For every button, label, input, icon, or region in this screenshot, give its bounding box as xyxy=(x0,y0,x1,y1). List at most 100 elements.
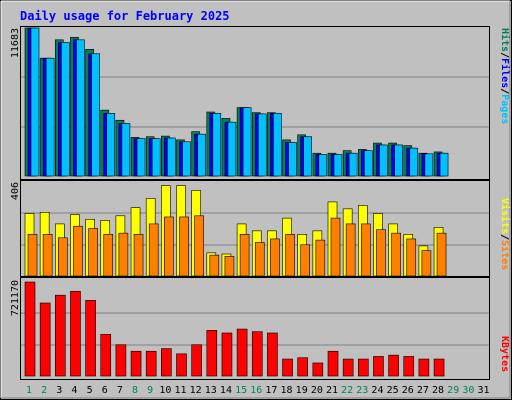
x-tick-label: 30 xyxy=(462,385,474,396)
x-tick-label: 22 xyxy=(341,385,353,396)
bar-sites-day-22 xyxy=(345,223,356,277)
x-tick-label: 7 xyxy=(117,385,123,396)
bar-kbytes-day-23 xyxy=(357,358,369,377)
x-tick-label: 8 xyxy=(132,385,138,396)
bar-sites-day-27 xyxy=(421,250,432,277)
bar-pages-day-4 xyxy=(76,39,85,177)
x-tick-label: 17 xyxy=(265,385,277,396)
bar-sites-day-5 xyxy=(88,228,98,277)
x-tick-label: 26 xyxy=(402,385,414,396)
bar-sites-day-9 xyxy=(148,223,159,277)
right-label-visits-sep: / xyxy=(499,234,510,240)
x-tick-label: 3 xyxy=(56,385,62,396)
bar-sites-day-21 xyxy=(330,217,341,277)
bar-kbytes-day-2 xyxy=(39,302,51,377)
bar-sites-day-10 xyxy=(164,216,174,277)
panel-kbytes: 721170 KBytes xyxy=(10,277,510,380)
right-label-visits: Visits/Sites xyxy=(499,198,511,270)
bar-pages-day-1 xyxy=(30,27,40,177)
right-label-kbytes: KBytes xyxy=(499,336,510,372)
bar-pages-day-12 xyxy=(197,133,206,177)
bar-pages-day-22 xyxy=(348,152,358,177)
right-label-hits-files: Files xyxy=(499,58,511,88)
x-tick-label: 2 xyxy=(41,385,47,396)
bar-pages-day-24 xyxy=(379,144,388,177)
bar-kbytes-day-12 xyxy=(191,344,202,377)
bar-kbytes-day-8 xyxy=(130,350,142,377)
x-tick-label: 28 xyxy=(432,385,444,396)
bar-sites-day-18 xyxy=(285,234,295,277)
bar-kbytes-day-22 xyxy=(342,358,354,377)
bar-kbytes-day-7 xyxy=(115,344,127,377)
bar-sites-day-3 xyxy=(57,237,68,277)
bar-kbytes-day-28 xyxy=(433,358,445,377)
ymax-label-kbytes: 721170 xyxy=(10,280,21,316)
right-label-visits-sites: Sites xyxy=(499,240,511,270)
bars-visits-sites xyxy=(21,185,489,277)
bar-sites-day-19 xyxy=(300,244,311,277)
bar-kbytes-day-17 xyxy=(267,332,278,377)
bar-kbytes-day-27 xyxy=(418,358,430,377)
right-label-hits: Hits/Files/Pages xyxy=(499,28,511,124)
bar-kbytes-day-10 xyxy=(161,348,172,377)
bar-pages-day-17 xyxy=(273,112,282,177)
bar-kbytes-day-11 xyxy=(176,353,187,377)
x-tick-label: 15 xyxy=(235,385,247,396)
bar-pages-day-8 xyxy=(136,138,146,177)
chart-title: Daily usage for February 2025 xyxy=(20,9,230,23)
bar-sites-day-15 xyxy=(239,234,250,277)
bar-pages-day-14 xyxy=(227,121,237,177)
x-tick-label: 9 xyxy=(147,385,153,396)
bar-pages-day-23 xyxy=(363,150,373,177)
bar-kbytes-day-18 xyxy=(282,358,293,377)
bar-kbytes-day-4 xyxy=(70,290,81,377)
x-tick-label: 25 xyxy=(387,385,399,396)
bar-kbytes-day-3 xyxy=(54,294,66,377)
bar-sites-day-2 xyxy=(42,234,53,277)
bar-pages-day-26 xyxy=(409,147,419,177)
right-label-hits-sep2: / xyxy=(499,52,510,58)
x-axis-labels: 1 2 3 4 5 6 7 8 9 10 11 12 13 14 15 16 17 18 19 20 21 22 23 24 2… xyxy=(26,385,490,396)
bar-pages-day-15 xyxy=(242,107,252,177)
x-tick-label: 12 xyxy=(190,385,202,396)
bar-pages-day-21 xyxy=(333,154,343,177)
x-tick-label: 21 xyxy=(326,385,338,396)
bar-pages-day-2 xyxy=(45,57,55,177)
bar-kbytes-day-20 xyxy=(312,362,324,377)
right-label-visits-visits: Visits xyxy=(499,198,511,234)
x-tick-label: 11 xyxy=(174,385,186,396)
bar-sites-day-1 xyxy=(27,234,38,277)
x-tick-label: 14 xyxy=(220,385,232,396)
bar-kbytes-day-16 xyxy=(251,331,263,377)
bar-sites-day-7 xyxy=(118,232,129,277)
bar-pages-day-7 xyxy=(121,123,131,177)
bar-pages-day-6 xyxy=(106,112,116,177)
panel-hits-files-pages: 11683 Hits/Files/Pages xyxy=(10,26,511,180)
bar-pages-day-18 xyxy=(288,142,297,177)
bar-sites-day-12 xyxy=(194,215,204,277)
bar-kbytes-day-14 xyxy=(221,332,233,377)
bar-sites-day-28 xyxy=(436,232,447,277)
bar-sites-day-23 xyxy=(360,223,371,277)
bar-kbytes-day-15 xyxy=(236,328,248,377)
bar-kbytes-day-24 xyxy=(373,356,384,377)
x-tick-label: 13 xyxy=(205,385,217,396)
bar-sites-day-4 xyxy=(73,225,83,277)
bar-kbytes-day-9 xyxy=(145,350,157,377)
x-tick-label: 23 xyxy=(356,385,368,396)
bar-sites-day-24 xyxy=(376,229,386,277)
bar-kbytes-day-26 xyxy=(403,356,415,377)
x-tick-label: 27 xyxy=(417,385,429,396)
bar-pages-day-10 xyxy=(167,137,176,177)
bar-pages-day-3 xyxy=(60,42,70,177)
bar-sites-day-16 xyxy=(254,242,265,277)
bar-pages-day-9 xyxy=(151,138,161,177)
x-tick-label: 5 xyxy=(87,385,93,396)
bar-pages-day-5 xyxy=(91,53,100,177)
bar-sites-day-11 xyxy=(179,216,189,277)
bar-pages-day-28 xyxy=(439,152,449,177)
bar-pages-day-16 xyxy=(257,113,267,177)
x-tick-label: 10 xyxy=(159,385,171,396)
bar-pages-day-13 xyxy=(212,112,222,177)
